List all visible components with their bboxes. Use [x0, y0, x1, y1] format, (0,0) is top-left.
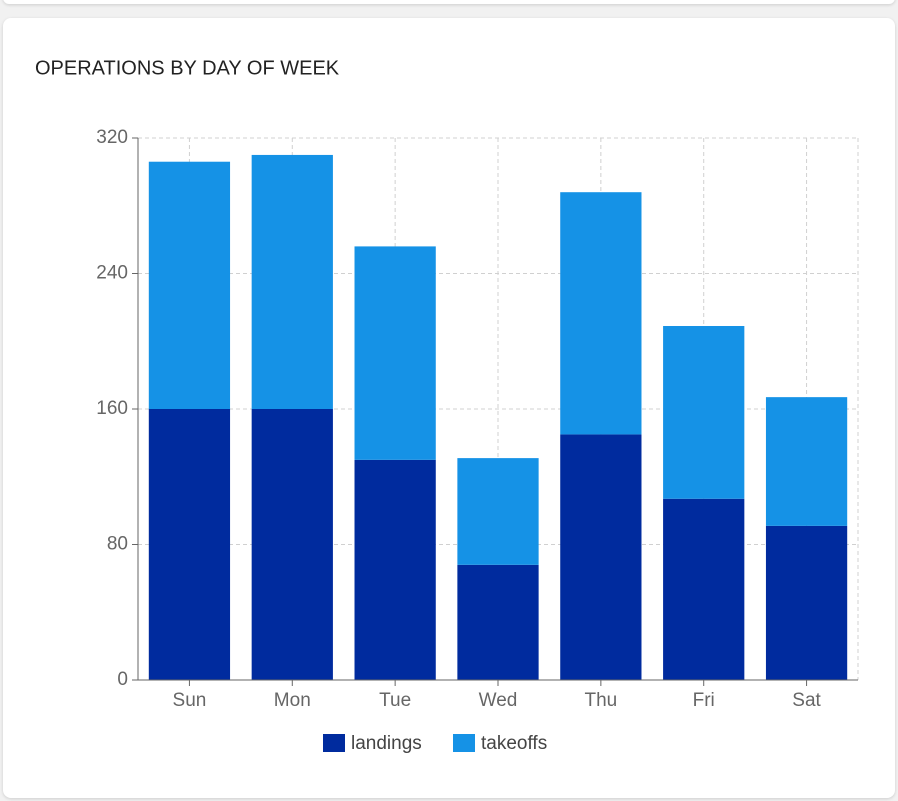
bar-segment [354, 246, 436, 460]
x-tick-label: Mon [274, 690, 311, 711]
x-tick-label: Tue [379, 690, 411, 711]
chart-title: OPERATIONS BY DAY OF WEEK [35, 57, 340, 79]
y-tick-label: 0 [117, 669, 128, 690]
bar-segment [560, 192, 642, 435]
bar-segment [251, 409, 333, 680]
y-tick-label: 80 [107, 534, 128, 555]
legend-swatch [453, 734, 475, 752]
legend-label: landings [351, 733, 422, 754]
bar-segment [457, 564, 539, 680]
bar-segment [663, 498, 745, 680]
bar-segment [765, 397, 848, 526]
x-tick-label: Fri [693, 690, 715, 711]
legend-label: takeoffs [481, 733, 547, 754]
bar-segment [560, 434, 642, 680]
x-tick-label: Sun [173, 690, 207, 711]
y-tick-label: 240 [96, 263, 128, 284]
bar-segment [663, 326, 745, 499]
previous-card [3, 0, 895, 4]
x-tick-label: Thu [584, 690, 617, 711]
y-tick-label: 160 [96, 398, 128, 419]
bar-segment [251, 154, 333, 409]
x-tick-label: Sat [792, 690, 821, 711]
bar-segment [457, 458, 539, 565]
x-tick-label: Wed [479, 690, 518, 711]
y-tick-label: 320 [96, 127, 128, 148]
bar-segment [354, 459, 436, 680]
bar-segment [148, 409, 231, 680]
legend-swatch [323, 734, 345, 752]
bar-segment [765, 525, 848, 680]
bar-segment [148, 161, 231, 409]
